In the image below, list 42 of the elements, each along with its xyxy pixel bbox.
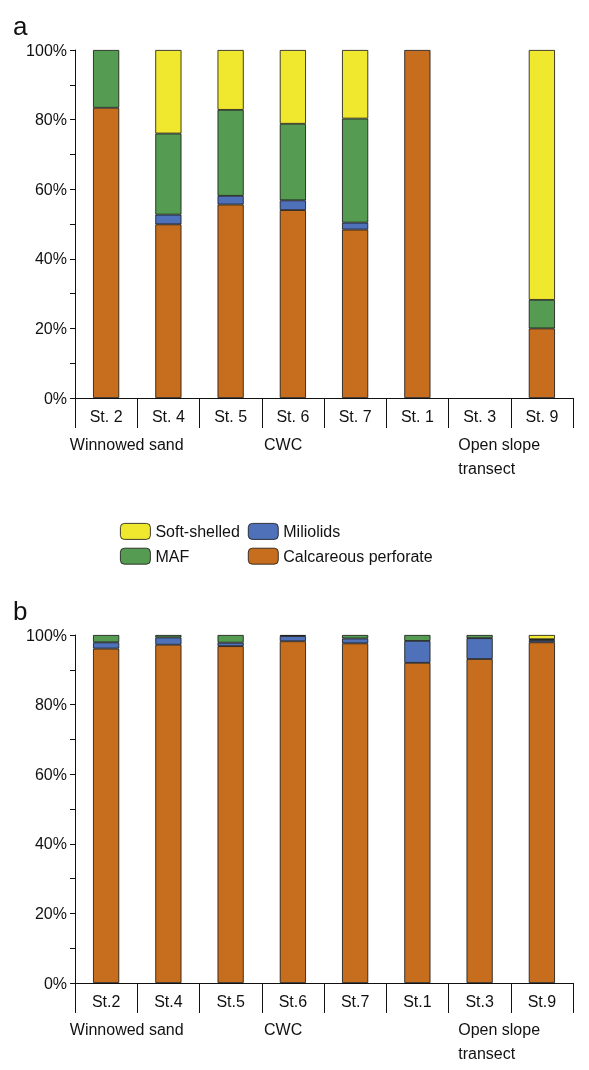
- y-tick-label: 100%: [26, 41, 67, 59]
- x-tick-label: St.2: [91, 992, 121, 1010]
- y-tick-label: 40%: [34, 835, 67, 853]
- x-tick-label: St. 1: [400, 407, 434, 425]
- x-tick-label: St.9: [527, 992, 557, 1010]
- x-tick-label: St.1: [403, 992, 432, 1010]
- y-tick-label: 100%: [26, 626, 67, 644]
- x-tick-label: St. 9: [525, 407, 559, 425]
- text: CWC: [264, 435, 303, 453]
- bar: [217, 635, 244, 643]
- legend-label: MAF: [155, 547, 190, 565]
- y-tick-label: 20%: [34, 904, 67, 922]
- text: Open slope transect: [458, 435, 545, 477]
- x-tick-label: St.5: [216, 992, 245, 1010]
- y-tick-label: 60%: [34, 765, 67, 783]
- text: Winnowed sand: [69, 1020, 184, 1038]
- chart-title: a: [13, 11, 28, 41]
- x-tick-label: St.3: [465, 992, 494, 1010]
- legend-label: Soft-shelled: [155, 522, 240, 540]
- x-tick-label: St. 7: [338, 407, 372, 425]
- chart-title: b: [13, 596, 28, 626]
- x-tick-label: St. 3: [463, 407, 497, 425]
- y-tick-label: 80%: [34, 111, 67, 129]
- y-tick-label: 0%: [43, 389, 67, 407]
- text: Open slope transect: [458, 1020, 545, 1062]
- y-tick-label: 80%: [34, 696, 67, 714]
- x-tick-label: St.6: [278, 992, 308, 1010]
- text: CWC: [264, 1020, 303, 1038]
- x-tick-label: St. 2: [89, 407, 123, 425]
- bar: [528, 635, 555, 640]
- y-tick-label: 40%: [34, 250, 67, 268]
- x-tick-label: St. 4: [151, 407, 185, 425]
- y-tick-label: 60%: [34, 180, 67, 198]
- legend-label: Miliolids: [283, 522, 341, 540]
- x-tick-label: St.7: [340, 992, 370, 1010]
- x-tick-label: St. 5: [214, 407, 248, 425]
- legend-label: Calcareous perforate: [283, 547, 433, 565]
- text: Winnowed sand: [69, 435, 184, 453]
- x-tick-label: St.4: [154, 992, 183, 1010]
- y-tick-label: 20%: [34, 319, 67, 337]
- y-tick-label: 0%: [43, 974, 67, 992]
- x-tick-label: St. 6: [276, 407, 310, 425]
